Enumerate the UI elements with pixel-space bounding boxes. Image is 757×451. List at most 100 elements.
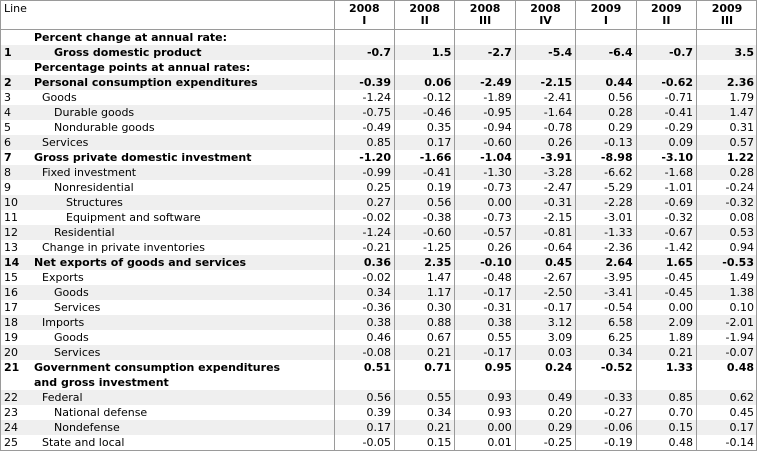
value-cell: 0.35 (393, 120, 455, 135)
value-cell: 0.24 (514, 360, 576, 390)
line-number: 5 (4, 121, 11, 134)
value-cell: -0.60 (454, 135, 516, 150)
value-cell: 0.01 (454, 435, 516, 450)
table-row: 11 Equipment and software -0.02 -0.38 -0.73-… (0, 210, 757, 225)
value-cell: -0.78 (514, 120, 576, 135)
row-label-text: Personal consumption expenditures (34, 76, 258, 89)
value-cell: -0.67 (635, 225, 697, 240)
line-number (0, 60, 30, 75)
value-cell: -0.24 (696, 180, 757, 195)
row-label: Goods (30, 90, 334, 105)
value-cell (696, 29, 757, 45)
description-column-header (30, 0, 334, 30)
value-cell: 0.06 (393, 75, 455, 90)
value-cell: -0.31 (514, 195, 576, 210)
value-cell: -0.25 (514, 435, 576, 450)
row-label: Durable goods (30, 105, 335, 120)
value-cell: 0.45 (696, 405, 757, 420)
value-cell: 2.35 (393, 255, 455, 270)
value-cell: 0.49 (514, 390, 576, 405)
table-row: 17 Services -0.36 0.30 -0.31 -0.17 -0.54 0.00 0.… (0, 300, 757, 315)
row-label-text: Fixed investment (42, 166, 137, 179)
value-cell: -0.46 (393, 105, 455, 120)
value-cell: 1.79 (696, 90, 757, 105)
period-column-header: 2008 II (393, 0, 455, 30)
value-cell: -0.38 (393, 210, 455, 225)
row-label-text: Exports (42, 271, 84, 284)
value-cell: 0.48 (696, 360, 757, 390)
value-cell: -1.94 (696, 330, 757, 345)
period-quarter: I (362, 14, 367, 27)
value-cell: -0.07 (696, 345, 757, 360)
row-label-text: Net exports of goods and services (34, 256, 247, 269)
period-year: 2009 (590, 2, 622, 15)
value-cell: 0.34 (333, 285, 395, 300)
value-cell: 0.85 (333, 135, 395, 150)
value-cell: 0.38 (333, 315, 395, 330)
value-cell: -0.73 (454, 210, 516, 225)
value-cell (514, 29, 576, 45)
value-cell: -0.02 (333, 210, 395, 225)
value-cell: -0.05 (333, 435, 395, 450)
value-cell: -5.4 (514, 45, 576, 60)
value-cell: 0.56 (575, 90, 637, 105)
row-label: Exports (30, 270, 334, 285)
value-cell: 2.09 (635, 315, 697, 330)
line-number: 25 (4, 436, 18, 449)
row-label: Federal (30, 390, 335, 405)
value-cell: -0.49 (333, 120, 395, 135)
row-label: Percent change at annual rate: (30, 30, 334, 46)
period-year: 2008 (409, 2, 441, 15)
period-quarter: II (420, 14, 429, 27)
row-label-text: Percentage points at annual rates: (34, 61, 251, 74)
value-cell: 0.00 (454, 420, 516, 435)
value-cell: -1.66 (393, 150, 455, 165)
value-cell (393, 29, 455, 45)
value-cell: 0.17 (393, 135, 455, 150)
value-cell: -0.95 (454, 105, 516, 120)
value-cell: -1.20 (333, 150, 395, 165)
value-cell: 0.21 (393, 420, 455, 435)
period-column-header: 2009 I (575, 0, 637, 30)
value-cell (696, 60, 757, 75)
value-cell: -1.68 (635, 165, 697, 180)
value-cell: -2.36 (575, 240, 637, 255)
table-row: 15 Exports -0.02 1.47 -0.48 -2.67 -3.95 -0.45 1.… (0, 270, 757, 285)
row-label: Percentage points at annual rates: (30, 60, 334, 75)
value-cell: -0.27 (575, 405, 637, 420)
value-cell: -0.12 (393, 90, 455, 105)
value-cell: -0.45 (635, 270, 697, 285)
row-label-text: Nonresidential (54, 181, 134, 194)
value-cell: -3.28 (514, 165, 576, 180)
period-quarter: I (603, 14, 608, 27)
value-cell: 0.56 (333, 390, 395, 405)
line-number: 16 (0, 285, 30, 300)
table-row: 3 Goods -1.24 -0.12 -1.89 -2.41 0.56 -0.71 1.79 (0, 90, 757, 105)
value-cell: -2.49 (454, 75, 516, 90)
value-cell: 1.22 (696, 150, 757, 165)
table-row: 1 Gross domestic product -0.7 1.5 -2.7 -5.4 -6… (0, 45, 757, 60)
value-cell: -3.91 (514, 150, 576, 165)
value-cell: -6.62 (575, 165, 637, 180)
period-quarter: IV (539, 14, 552, 27)
row-label: Change in private inventories (30, 240, 334, 255)
row-label: Fixed investment (30, 165, 335, 180)
value-cell: -1.30 (454, 165, 516, 180)
value-cell: -0.69 (635, 195, 697, 210)
value-cell: 0.21 (635, 345, 697, 360)
value-cell: 0.26 (454, 240, 516, 255)
row-label: Net exports of goods and services (30, 255, 335, 270)
row-label: Services (30, 345, 335, 360)
value-cell: 0.15 (635, 420, 697, 435)
table-row: 13 Change in private inventories -0.21 -1.2… (0, 240, 757, 255)
row-label: Goods (30, 285, 335, 300)
row-label-text: Equipment and software (66, 211, 201, 224)
table-row: 19 Goods 0.46 0.67 0.55 3.09 6.25 1.89 -1.94 (0, 330, 757, 345)
row-label: National defense (30, 405, 334, 420)
value-cell: 0.34 (393, 405, 455, 420)
value-cell: 0.48 (635, 435, 697, 450)
period-year: 2009 (651, 2, 682, 15)
value-cell: -6.4 (575, 45, 637, 60)
value-cell: -0.73 (454, 180, 516, 195)
row-label-text: Nondurable goods (54, 121, 155, 134)
